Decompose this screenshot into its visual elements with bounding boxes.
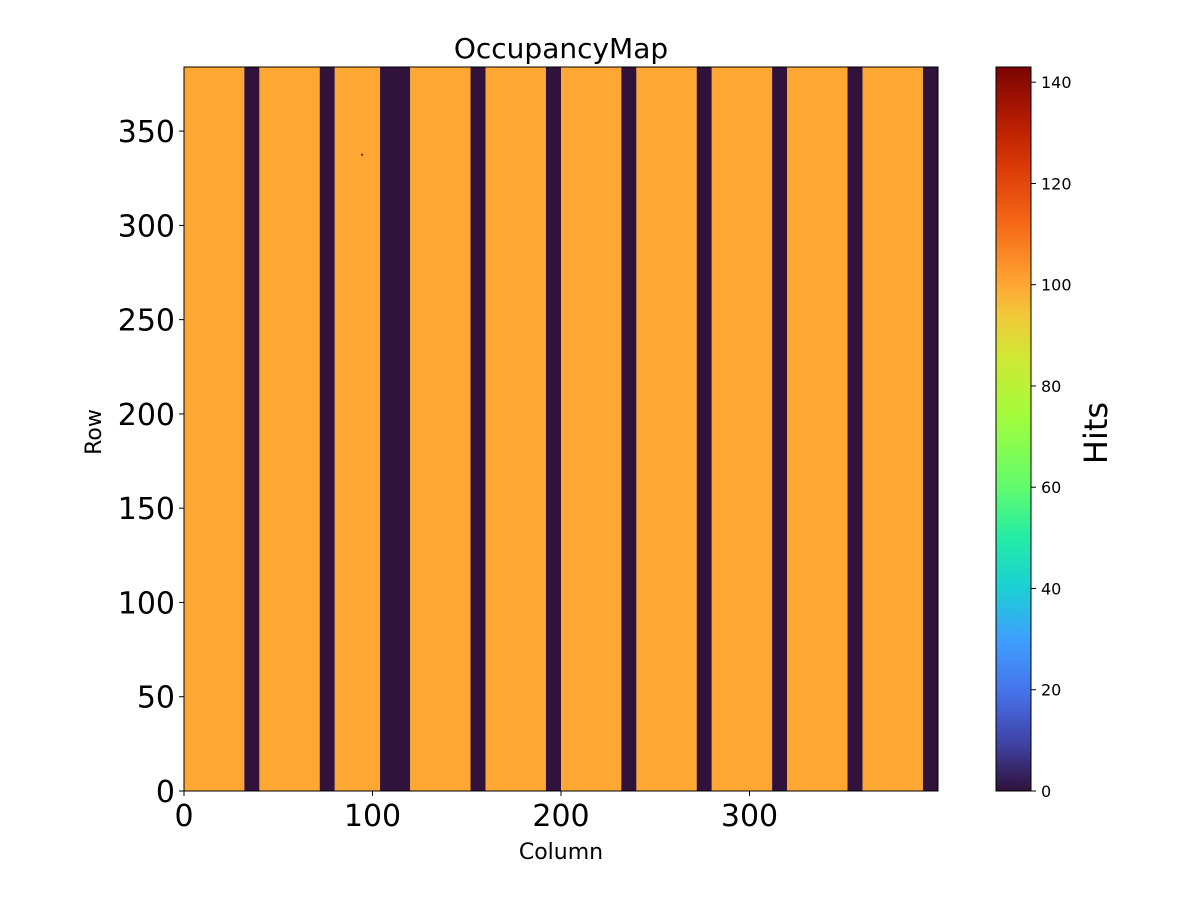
y-axis-label: Row <box>82 409 107 455</box>
colorbar-tick-label: 120 <box>1041 174 1072 193</box>
x-tick-label: 300 <box>721 799 778 834</box>
colorbar-tick-label: 40 <box>1041 579 1061 598</box>
y-tick-label: 200 <box>118 398 175 433</box>
x-axis-label: Column <box>519 840 603 865</box>
heatmap-column-segment <box>636 67 697 791</box>
heatmap-column-segment <box>485 67 546 791</box>
y-axis: 0 50 100 150 200 250 300 350 <box>118 115 184 810</box>
colorbar-tick-label: 100 <box>1041 276 1072 295</box>
heatmap-column-segment <box>561 67 622 791</box>
heatmap-cells <box>184 67 938 791</box>
heatmap-hot-pixel <box>361 153 364 156</box>
heatmap-column-segment <box>696 67 712 791</box>
colorbar-tick-label: 80 <box>1041 377 1061 396</box>
x-tick-label: 0 <box>174 799 193 834</box>
heatmap-column-segment <box>787 67 848 791</box>
colorbar <box>995 66 1032 792</box>
y-tick-label: 100 <box>118 586 175 621</box>
y-tick-label: 150 <box>118 492 175 527</box>
x-tick-label: 100 <box>344 799 401 834</box>
y-tick-label: 250 <box>118 304 175 339</box>
y-tick-label: 50 <box>137 681 175 716</box>
colorbar-axis: 0 20 40 60 80 100 120 140 <box>1031 73 1072 801</box>
x-tick-label: 200 <box>532 799 589 834</box>
heatmap-column-segment <box>184 67 245 791</box>
y-tick-label: 0 <box>156 775 175 810</box>
heatmap-column-segment <box>470 67 486 791</box>
heatmap-column-segment <box>244 67 260 791</box>
heatmap-column-segment <box>711 67 773 791</box>
heatmap-column-segment <box>380 67 411 791</box>
colorbar-tick-label: 140 <box>1041 73 1072 92</box>
y-tick-label: 300 <box>118 209 175 244</box>
colorbar-tick-label: 60 <box>1041 478 1061 497</box>
x-axis: 0 100 200 300 <box>174 791 778 834</box>
heatmap-column-segment <box>847 67 863 791</box>
colorbar-label: Hits <box>1077 402 1115 464</box>
colorbar-tick-label: 0 <box>1041 782 1051 801</box>
colorbar-tick-label: 20 <box>1041 681 1061 700</box>
chart-title: OccupancyMap <box>454 32 668 65</box>
heatmap-column-segment <box>862 67 923 791</box>
heatmap-column-segment <box>319 67 335 791</box>
heatmap-column-segment <box>334 67 381 791</box>
heatmap-column-segment <box>621 67 637 791</box>
heatmap-column-segment <box>259 67 320 791</box>
heatmap-column-segment <box>772 67 788 791</box>
heatmap-column-segment <box>545 67 561 791</box>
y-tick-label: 350 <box>118 115 175 150</box>
heatmap-column-segment <box>922 67 938 791</box>
heatmap-column-segment <box>410 67 471 791</box>
